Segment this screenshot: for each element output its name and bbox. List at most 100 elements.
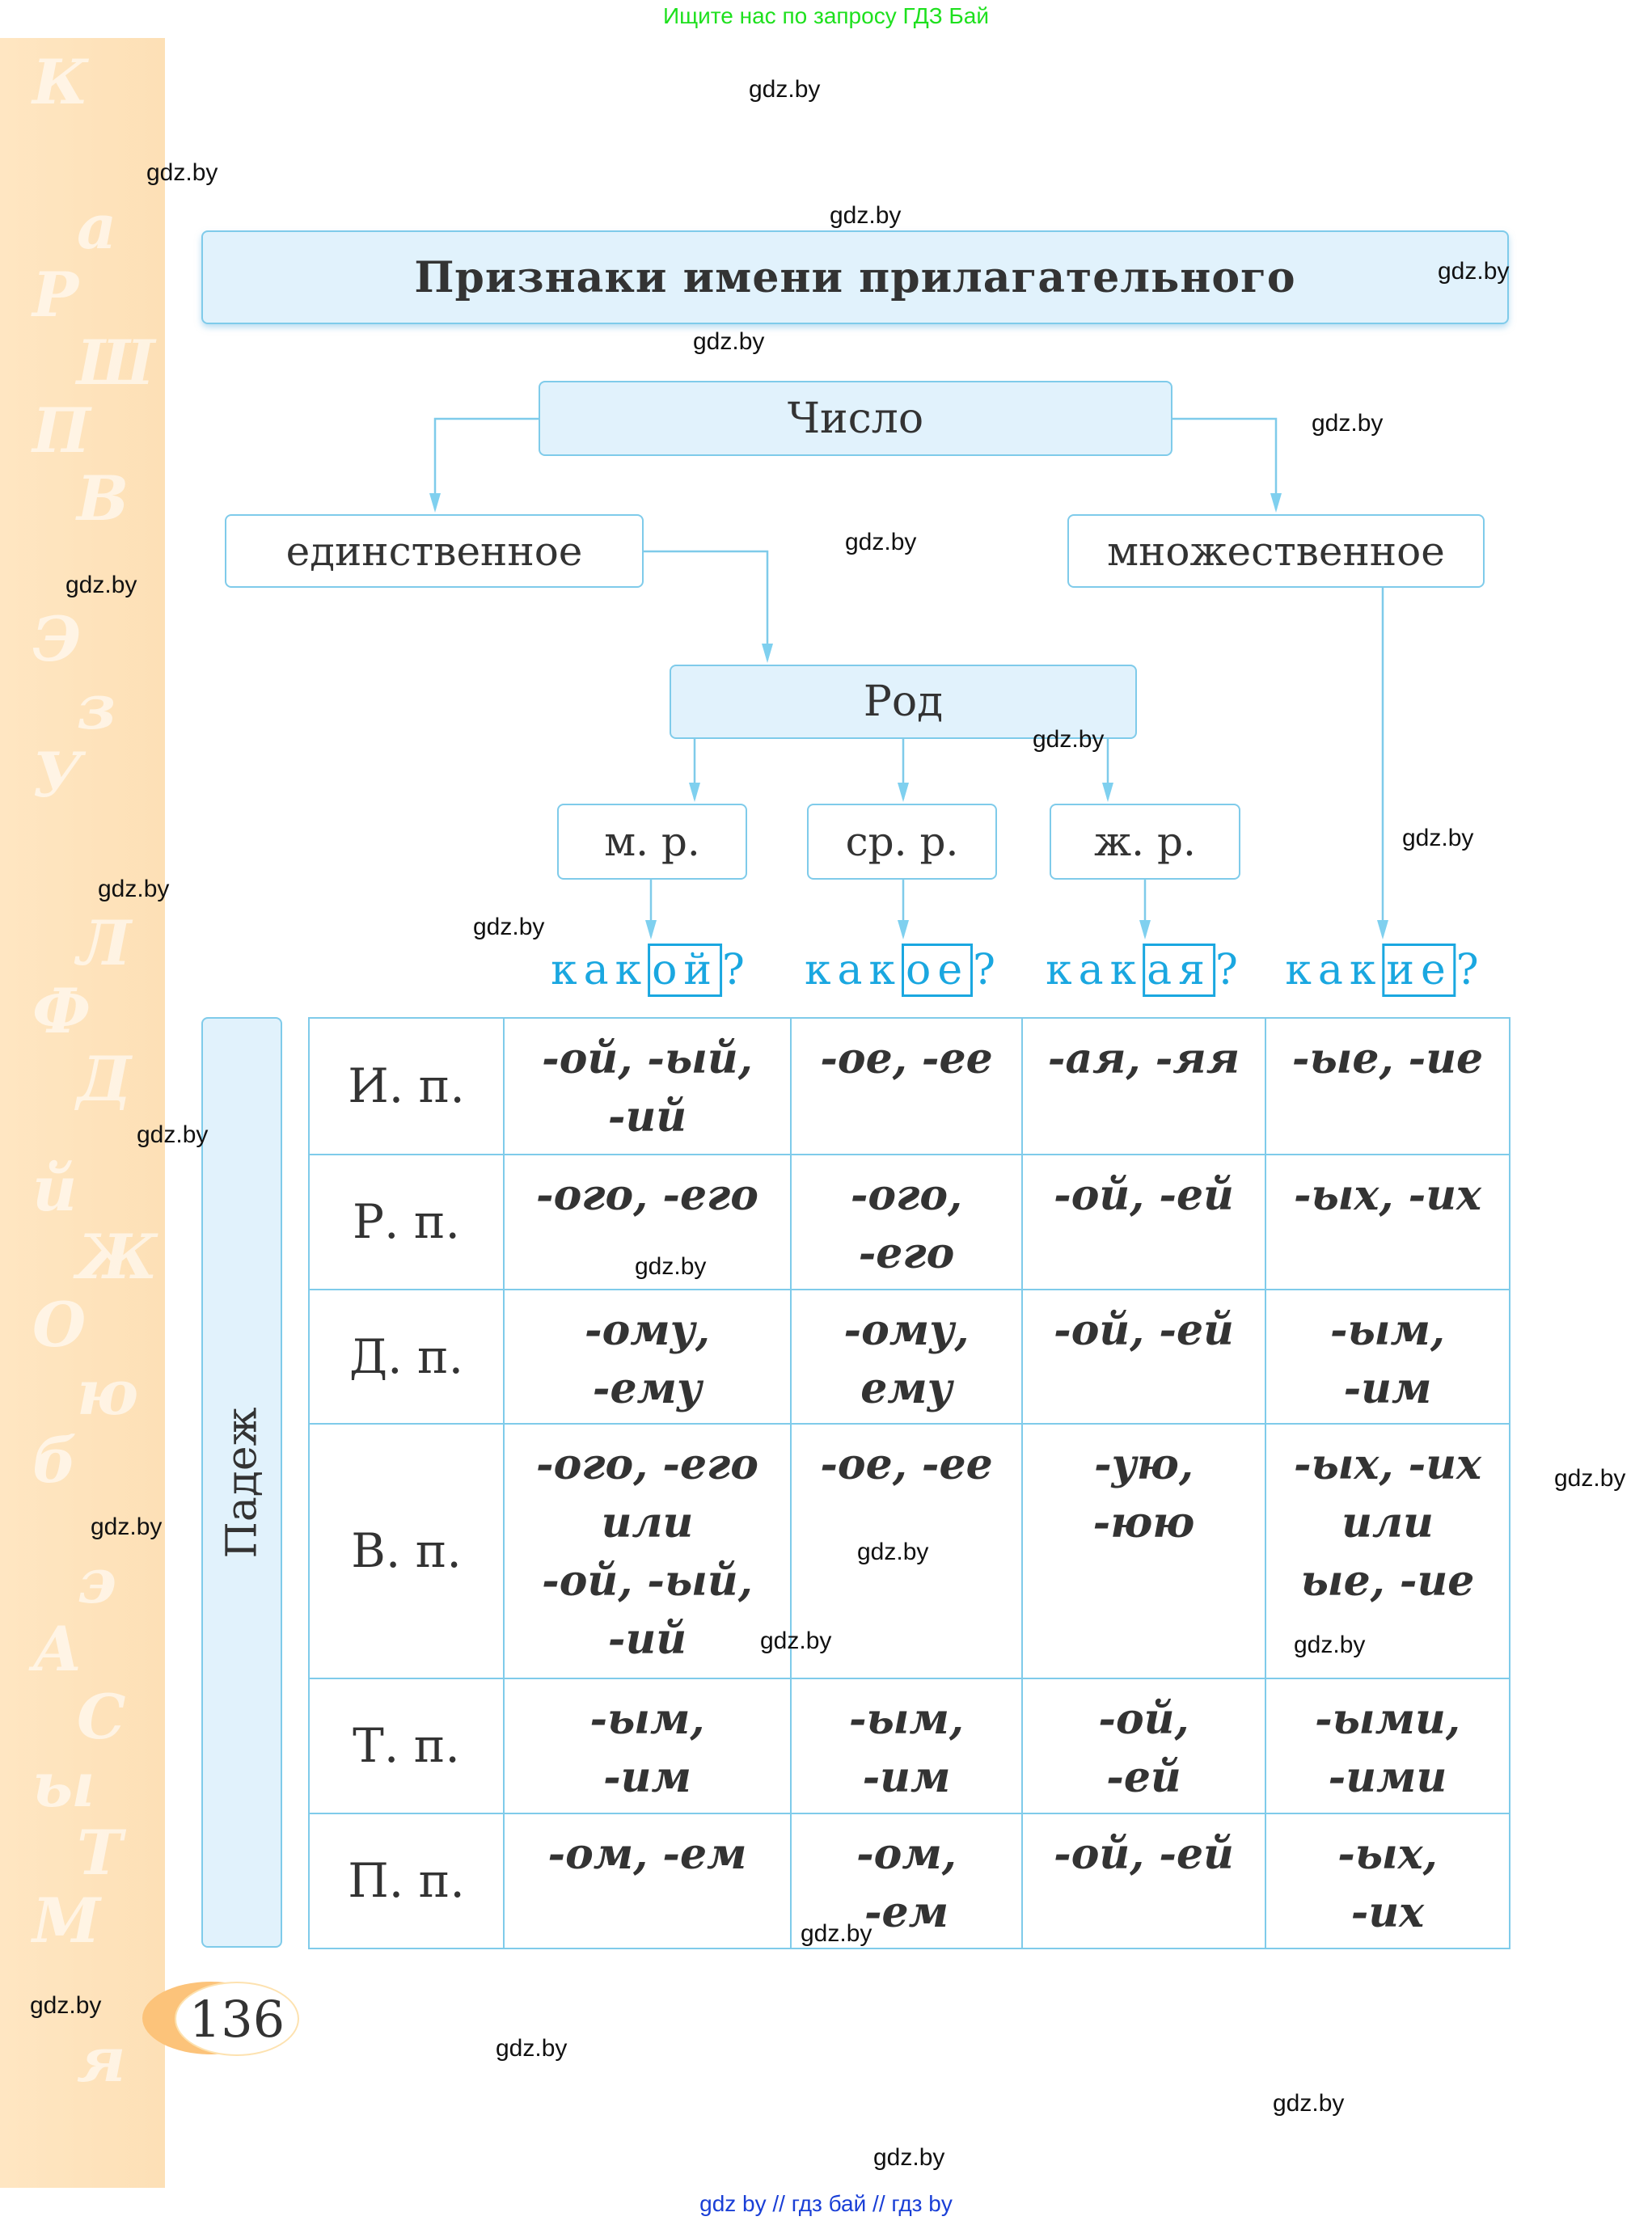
- watermark: gdz.by: [146, 159, 218, 186]
- ending-cell: -ую, -юю: [1021, 1423, 1266, 1679]
- ending-cell: -ого, -его или -ой, -ый, -ий: [503, 1423, 792, 1679]
- question-ending: ой: [648, 944, 723, 997]
- table-row: И. п. -ой, -ый, -ий -ое, -ее -ая, -яя -ые, -…: [308, 1017, 1510, 1155]
- question-ending: ие: [1382, 944, 1456, 997]
- table-row: П. п. -ом, -ем -ом, -ем -ой, -ей -ых, -их: [308, 1813, 1510, 1949]
- ending-cell: -ой, -ей: [1021, 1154, 1266, 1290]
- neuter-box: ср. р.: [807, 804, 997, 880]
- case-label: Падеж: [218, 1407, 267, 1558]
- table-row: Т. п. -ым, -им -ым, -им -ой, -ей -ыми, -ими: [308, 1678, 1510, 1814]
- sidebar-letter: А: [32, 1613, 82, 1685]
- case-name: Д. п.: [308, 1289, 505, 1425]
- sidebar-letter: Л: [77, 907, 132, 979]
- feminine-box: ж. р.: [1050, 804, 1240, 880]
- neuter-label: ср. р.: [845, 818, 959, 865]
- ending-cell: -ом, -ем: [790, 1813, 1023, 1949]
- ending-cell: -ого, -его: [790, 1154, 1023, 1290]
- page-number: 136: [175, 1982, 299, 2056]
- ending-cell: -ого, -его: [503, 1154, 792, 1290]
- sidebar-letter: э: [77, 1545, 117, 1617]
- watermark: gdz.by: [98, 876, 170, 902]
- sidebar-letter: б: [32, 1425, 77, 1497]
- sidebar-letter: Э: [32, 603, 82, 675]
- ending-cell: -ое, -ее: [790, 1423, 1023, 1679]
- watermark: gdz.by: [801, 1920, 872, 1947]
- page-title-text: Признаки имени прилагательного: [414, 252, 1296, 302]
- number-box: Число: [539, 381, 1172, 456]
- sidebar-letter: О: [32, 1289, 87, 1361]
- ending-cell: -ые, -ие: [1265, 1017, 1510, 1155]
- plural-box: множественное: [1067, 514, 1485, 588]
- number-label: Число: [787, 394, 924, 443]
- sidebar-letter: Р: [32, 259, 79, 331]
- arrow-number-to-singular: [433, 417, 539, 509]
- singular-box: единственное: [225, 514, 644, 588]
- watermark: gdz.by: [693, 328, 765, 355]
- ending-cell: -ой, -ей: [1021, 1813, 1266, 1949]
- ending-cell: -ым, -им: [1265, 1289, 1510, 1425]
- watermark: gdz.by: [635, 1253, 707, 1280]
- question-ending: ое: [902, 944, 974, 997]
- question-stem: как: [1046, 946, 1143, 994]
- watermark: gdz.by: [137, 1121, 209, 1148]
- watermark: gdz.by: [473, 914, 545, 940]
- top-banner[interactable]: Ищите нас по запросу ГДЗ Бай: [662, 3, 990, 28]
- plural-label: множественное: [1107, 527, 1445, 575]
- case-name: Р. п.: [308, 1154, 505, 1290]
- ending-cell: -ой, -ей: [1021, 1678, 1266, 1814]
- table-row: Р. п. -ого, -его -ого, -его -ой, -ей -ых, -и…: [308, 1154, 1510, 1290]
- watermark: gdz.by: [1273, 2090, 1345, 2117]
- case-label-box: Падеж: [201, 1017, 282, 1948]
- question-stem: как: [1285, 946, 1383, 994]
- ending-cell: -ой, -ей: [1021, 1289, 1266, 1425]
- sidebar-letter: У: [32, 739, 82, 811]
- question-mark: ?: [1456, 946, 1485, 994]
- page-title: Признаки имени прилагательного: [201, 230, 1509, 324]
- case-name: В. п.: [308, 1423, 505, 1679]
- watermark: gdz.by: [760, 1628, 832, 1654]
- sidebar-letter: К: [32, 46, 89, 118]
- watermark: gdz.by: [1294, 1632, 1366, 1658]
- watermark: gdz.by: [873, 2144, 945, 2171]
- question-neuter: какое?: [805, 944, 1002, 997]
- footer-links[interactable]: gdz by // гдз бай // гдз by: [699, 2191, 953, 2216]
- question-mark: ?: [722, 946, 751, 994]
- masculine-box: м. р.: [557, 804, 747, 880]
- sidebar-letter: ю: [77, 1357, 139, 1429]
- ending-cell: -ых, -их или ые, -ие: [1265, 1423, 1510, 1679]
- question-masculine: какой?: [551, 944, 751, 997]
- sidebar-letter: Ш: [77, 327, 155, 399]
- question-stem: как: [805, 946, 902, 994]
- watermark: gdz.by: [1312, 410, 1384, 437]
- watermark: gdz.by: [496, 2035, 568, 2062]
- ending-cell: -ому, ему: [790, 1289, 1023, 1425]
- watermark: gdz.by: [65, 572, 137, 598]
- table-row: Д. п. -ому, -ему -ому, ему -ой, -ей -ым, -им: [308, 1289, 1510, 1425]
- watermark: gdz.by: [91, 1514, 163, 1540]
- ending-cell: -ое, -ее: [790, 1017, 1023, 1155]
- ending-cell: -ым, -им: [503, 1678, 792, 1814]
- case-name: Т. п.: [308, 1678, 505, 1814]
- page-number-badge: 136: [142, 1982, 301, 2056]
- ending-cell: -ых, -их: [1265, 1154, 1510, 1290]
- sidebar-letter: ы: [32, 1749, 95, 1821]
- arrowheads: [429, 493, 1388, 939]
- sidebar-letter: з: [77, 671, 116, 743]
- question-mark: ?: [973, 946, 1002, 994]
- ending-cell: -ыми, -ими: [1265, 1678, 1510, 1814]
- watermark: gdz.by: [30, 1992, 102, 2019]
- ending-cell: -ым, -им: [790, 1678, 1023, 1814]
- sidebar-letter: М: [32, 1885, 101, 1957]
- sidebar-letter: Ж: [77, 1221, 158, 1293]
- sidebar-letter: С: [77, 1681, 126, 1753]
- arrow-number-to-plural: [1172, 417, 1278, 509]
- case-endings-table: И. п. -ой, -ый, -ий -ое, -ее -ая, -яя -ые, -…: [308, 1017, 1510, 1949]
- question-plural: какие?: [1285, 944, 1485, 997]
- decorative-sidebar: [0, 38, 165, 2188]
- ending-cell: -ых, -их: [1265, 1813, 1510, 1949]
- watermark: gdz.by: [857, 1539, 929, 1565]
- sidebar-letter: Д: [77, 1043, 132, 1115]
- sidebar-letter: й: [32, 1153, 78, 1225]
- gender-label: Род: [863, 678, 944, 726]
